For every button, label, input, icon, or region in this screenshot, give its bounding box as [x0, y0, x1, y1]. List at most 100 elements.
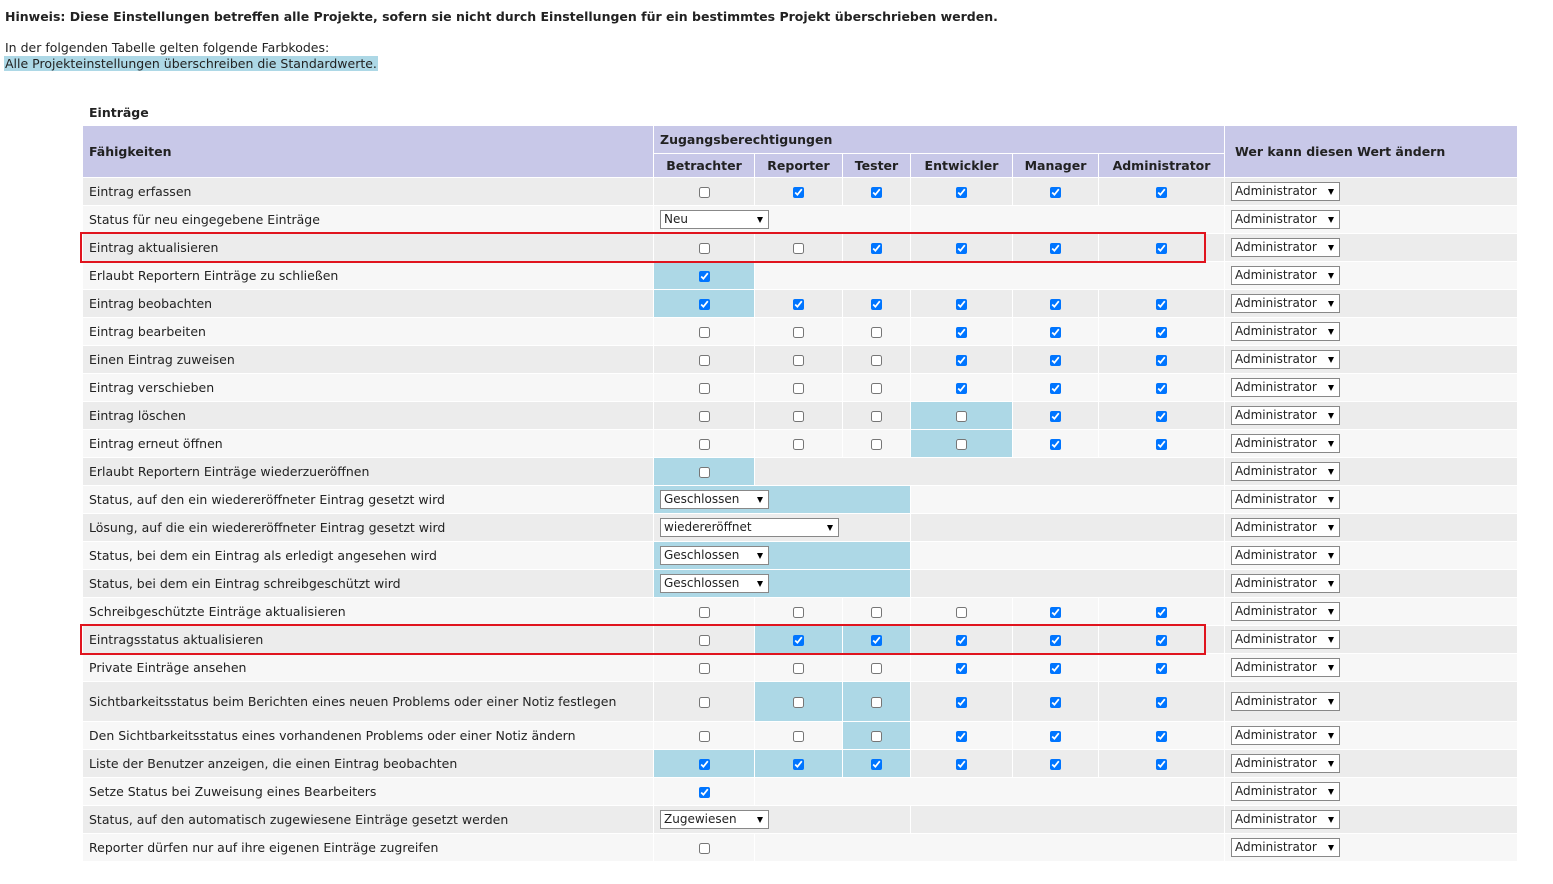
dropdown[interactable]: Zugewiesen — [660, 810, 769, 829]
checkbox[interactable] — [793, 243, 804, 254]
checkbox[interactable] — [956, 327, 967, 338]
checkbox[interactable] — [793, 187, 804, 198]
checkbox[interactable] — [956, 635, 967, 646]
checkbox[interactable] — [1050, 759, 1061, 770]
checkbox[interactable] — [1050, 635, 1061, 646]
dropdown[interactable]: Administrator — [1231, 574, 1340, 593]
checkbox[interactable] — [956, 697, 967, 708]
checkbox[interactable] — [1156, 697, 1167, 708]
checkbox[interactable] — [698, 731, 710, 742]
checkbox[interactable] — [1050, 383, 1061, 394]
checkbox[interactable] — [698, 355, 710, 366]
checkbox[interactable] — [871, 607, 882, 618]
checkbox[interactable] — [956, 439, 967, 450]
dropdown[interactable]: Administrator — [1231, 490, 1340, 509]
checkbox[interactable] — [698, 439, 710, 450]
checkbox[interactable] — [1050, 243, 1061, 254]
checkbox[interactable] — [793, 411, 804, 422]
checkbox[interactable] — [698, 843, 710, 854]
checkbox[interactable] — [1156, 759, 1167, 770]
checkbox[interactable] — [793, 635, 804, 646]
checkbox[interactable] — [956, 759, 967, 770]
checkbox[interactable] — [793, 607, 804, 618]
dropdown[interactable]: Administrator — [1231, 810, 1340, 829]
checkbox[interactable] — [871, 439, 882, 450]
checkbox[interactable] — [956, 299, 967, 310]
dropdown[interactable]: Administrator — [1231, 238, 1340, 257]
checkbox[interactable] — [698, 787, 710, 798]
checkbox[interactable] — [698, 607, 710, 618]
checkbox[interactable] — [956, 383, 967, 394]
checkbox[interactable] — [793, 759, 804, 770]
dropdown[interactable]: Administrator — [1231, 754, 1340, 773]
dropdown[interactable]: Administrator — [1231, 350, 1340, 369]
checkbox[interactable] — [1156, 355, 1167, 366]
checkbox[interactable] — [1050, 299, 1061, 310]
dropdown[interactable]: Administrator — [1231, 182, 1340, 201]
dropdown[interactable]: Administrator — [1231, 692, 1340, 711]
checkbox[interactable] — [793, 355, 804, 366]
dropdown[interactable]: Administrator — [1231, 630, 1340, 649]
dropdown[interactable]: Administrator — [1231, 294, 1340, 313]
checkbox[interactable] — [871, 697, 882, 708]
checkbox[interactable] — [698, 299, 710, 310]
checkbox[interactable] — [1156, 327, 1167, 338]
checkbox[interactable] — [1156, 607, 1167, 618]
checkbox[interactable] — [1156, 299, 1167, 310]
checkbox[interactable] — [698, 467, 710, 478]
checkbox[interactable] — [1156, 731, 1167, 742]
checkbox[interactable] — [793, 383, 804, 394]
checkbox[interactable] — [871, 731, 882, 742]
dropdown[interactable]: Administrator — [1231, 406, 1340, 425]
checkbox[interactable] — [956, 411, 967, 422]
checkbox[interactable] — [698, 327, 710, 338]
checkbox[interactable] — [871, 299, 882, 310]
dropdown[interactable]: Administrator — [1231, 838, 1340, 857]
checkbox[interactable] — [871, 663, 882, 674]
checkbox[interactable] — [793, 299, 804, 310]
checkbox[interactable] — [698, 663, 710, 674]
dropdown[interactable]: Administrator — [1231, 658, 1340, 677]
dropdown[interactable]: Administrator — [1231, 266, 1340, 285]
dropdown[interactable]: Administrator — [1231, 378, 1340, 397]
dropdown[interactable]: Administrator — [1231, 546, 1340, 565]
checkbox[interactable] — [1050, 663, 1061, 674]
checkbox[interactable] — [871, 759, 882, 770]
checkbox[interactable] — [698, 383, 710, 394]
checkbox[interactable] — [1156, 663, 1167, 674]
checkbox[interactable] — [1050, 187, 1061, 198]
checkbox[interactable] — [871, 635, 882, 646]
checkbox[interactable] — [956, 243, 967, 254]
checkbox[interactable] — [1156, 439, 1167, 450]
checkbox[interactable] — [1156, 187, 1167, 198]
checkbox[interactable] — [1050, 411, 1061, 422]
checkbox[interactable] — [1050, 731, 1061, 742]
dropdown[interactable]: Administrator — [1231, 518, 1340, 537]
checkbox[interactable] — [698, 697, 710, 708]
dropdown[interactable]: Geschlossen — [660, 574, 769, 593]
checkbox[interactable] — [1050, 327, 1061, 338]
checkbox[interactable] — [793, 439, 804, 450]
dropdown[interactable]: Geschlossen — [660, 490, 769, 509]
dropdown[interactable]: Administrator — [1231, 434, 1340, 453]
dropdown[interactable]: Administrator — [1231, 602, 1340, 621]
checkbox[interactable] — [793, 663, 804, 674]
checkbox[interactable] — [698, 411, 710, 422]
checkbox[interactable] — [1156, 243, 1167, 254]
checkbox[interactable] — [1050, 439, 1061, 450]
dropdown[interactable]: Administrator — [1231, 322, 1340, 341]
checkbox[interactable] — [1050, 607, 1061, 618]
checkbox[interactable] — [871, 355, 882, 366]
dropdown[interactable]: Administrator — [1231, 726, 1340, 745]
checkbox[interactable] — [1050, 355, 1061, 366]
checkbox[interactable] — [698, 759, 710, 770]
checkbox[interactable] — [956, 187, 967, 198]
checkbox[interactable] — [1156, 635, 1167, 646]
checkbox[interactable] — [698, 271, 710, 282]
checkbox[interactable] — [956, 355, 967, 366]
checkbox[interactable] — [1156, 411, 1167, 422]
dropdown[interactable]: Neu — [660, 210, 769, 229]
dropdown[interactable]: Geschlossen — [660, 546, 769, 565]
checkbox[interactable] — [956, 731, 967, 742]
checkbox[interactable] — [871, 327, 882, 338]
